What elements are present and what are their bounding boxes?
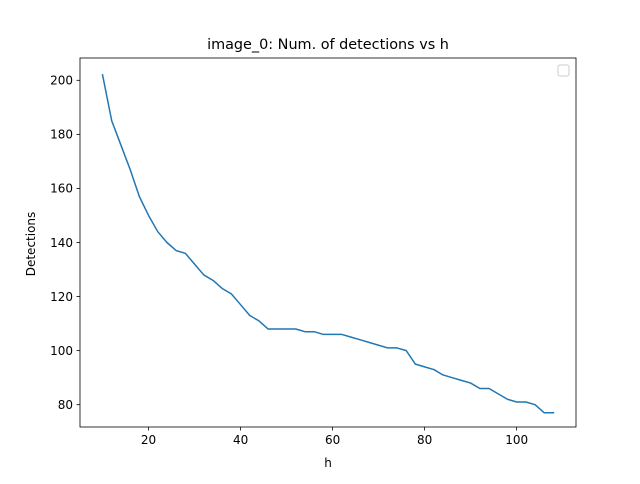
series-line: [101, 74, 555, 414]
x-axis-label: h: [324, 456, 332, 470]
y-tick-label: 180: [50, 128, 73, 142]
y-tick-label: 120: [50, 290, 73, 304]
x-tick-label: 100: [505, 433, 528, 447]
y-tick-label: 80: [58, 398, 73, 412]
x-tick-label: 20: [141, 433, 156, 447]
y-tick-label: 140: [50, 236, 73, 250]
y-axis-label: Detections: [24, 212, 38, 277]
legend-box: [557, 64, 570, 77]
x-axis: 20 40 60 80 100: [141, 427, 528, 447]
y-axis: 80 100 120 140 160 180 200: [50, 74, 80, 412]
y-tick-label: 200: [50, 74, 73, 88]
chart-title: image_0: Num. of detections vs h: [207, 37, 449, 53]
x-tick-label: 40: [233, 433, 248, 447]
x-tick-label: 60: [325, 433, 340, 447]
x-tick-label: 80: [417, 433, 432, 447]
y-tick-label: 100: [50, 344, 73, 358]
y-tick-label: 160: [50, 182, 73, 196]
